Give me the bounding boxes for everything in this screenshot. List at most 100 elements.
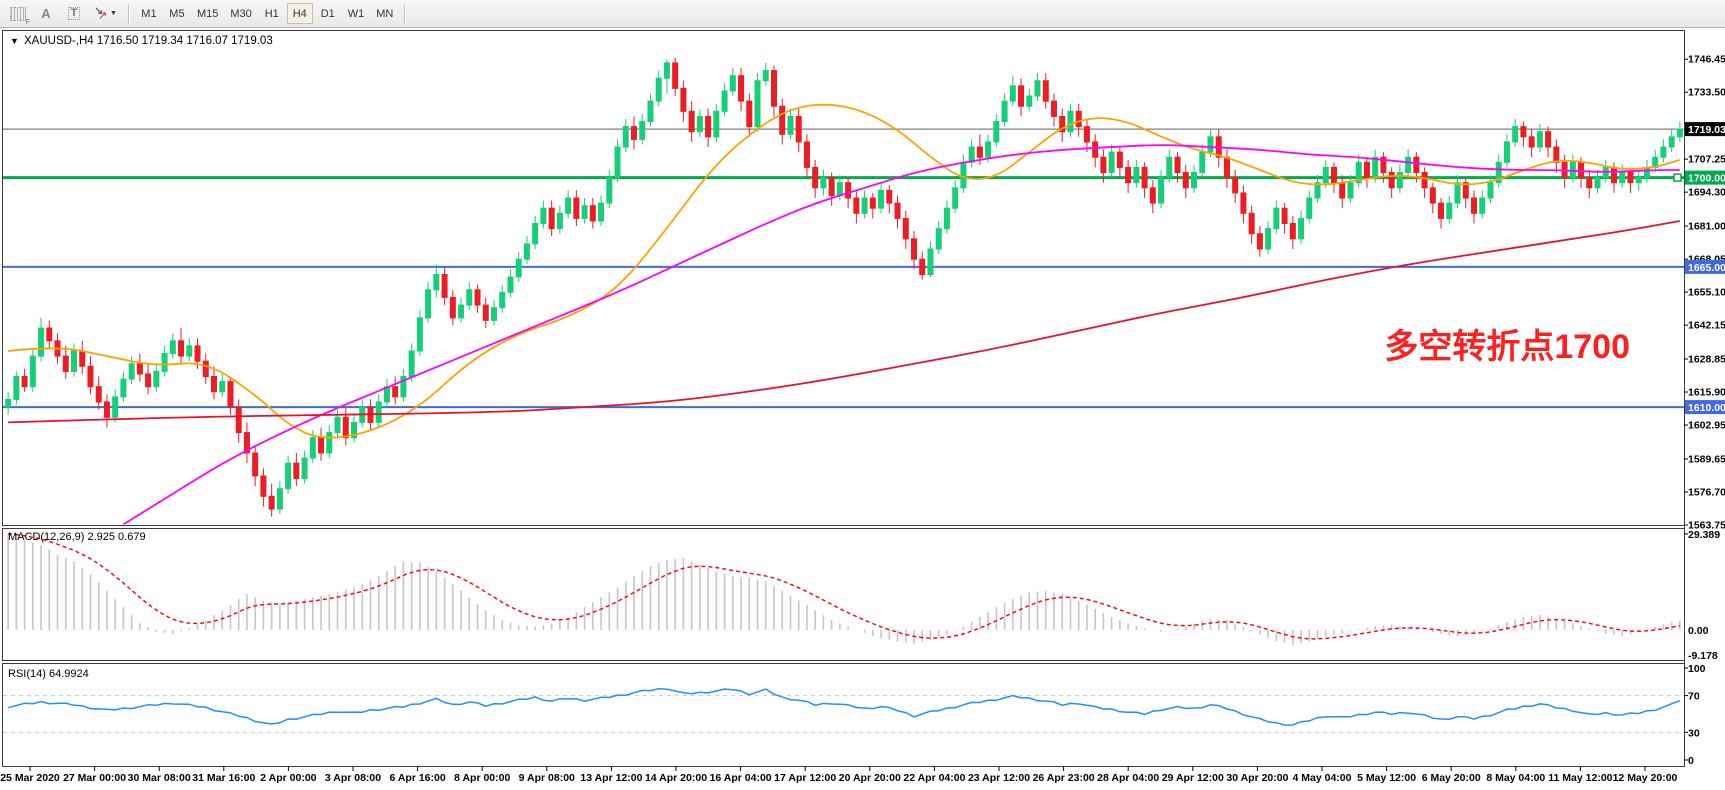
candle-down	[293, 462, 300, 479]
candle-up	[507, 276, 514, 293]
candle-up	[960, 161, 967, 189]
candle-down	[779, 105, 786, 135]
candle-down	[243, 432, 250, 454]
time-axis-label: 27 Mar 00:00	[63, 772, 126, 784]
candle-down	[1018, 85, 1025, 107]
candle-down	[95, 386, 102, 403]
time-axis-label: 16 Apr 04:00	[710, 772, 772, 784]
timeframe-button-d1[interactable]: D1	[315, 3, 341, 24]
candle-down	[976, 146, 983, 158]
candle-up	[1372, 156, 1379, 179]
timeframe-button-m1[interactable]: M1	[136, 3, 162, 24]
time-axis-label: 23 Apr 12:00	[968, 772, 1030, 784]
candle-down	[705, 115, 712, 138]
candle-up	[38, 327, 45, 357]
timeframe-button-m30[interactable]: M30	[225, 3, 256, 24]
candle-up	[1273, 207, 1280, 230]
time-axis-label: 28 Apr 04:00	[1097, 772, 1159, 784]
candle-down	[869, 197, 876, 209]
price-tick-label: 1628.85	[1688, 354, 1725, 366]
timeframe-button-w1[interactable]: W1	[343, 3, 370, 24]
price-tick-label: 1642.15	[1688, 320, 1725, 332]
time-axis-label: 20 Apr 20:00	[839, 772, 901, 784]
candle-down	[1339, 182, 1346, 199]
candle-up	[820, 177, 827, 189]
candle-up	[153, 370, 160, 388]
timeframe-button-m15[interactable]: M15	[192, 3, 223, 24]
chart-title-marker: ▼	[10, 36, 19, 46]
candle-down	[260, 475, 267, 497]
candle-up	[515, 258, 522, 278]
candle-up	[1314, 182, 1321, 199]
toolbar-separator	[127, 3, 130, 24]
line-studies-button[interactable]: ↘ ↗ ▼	[89, 3, 122, 24]
macd-axis-max: 29.389	[1688, 529, 1720, 541]
candle-up	[787, 115, 794, 135]
candle-up	[639, 121, 646, 140]
candle-down	[738, 75, 745, 102]
candle-up	[565, 197, 572, 214]
candle-down	[136, 363, 143, 375]
candle-down	[178, 340, 185, 357]
macd-pane	[2, 528, 1685, 661]
dropdown-caret-icon: ▼	[110, 10, 117, 17]
candle-down	[1141, 166, 1148, 189]
macd-label: MACD(12,26,9) 2.925 0.679	[8, 531, 146, 543]
candle-down	[828, 177, 835, 196]
candle-up	[416, 317, 423, 352]
candle-down	[573, 197, 580, 219]
candle-up	[1265, 228, 1272, 250]
candle-up	[1108, 151, 1115, 174]
candle-down	[342, 416, 349, 439]
candle-down	[803, 141, 810, 168]
candle-down	[1388, 172, 1395, 189]
candle-down	[1182, 172, 1189, 189]
text-label-a-icon: A	[41, 6, 51, 21]
candle-up	[606, 177, 613, 204]
price-tick-label: 1615.90	[1688, 387, 1725, 399]
candle-down	[894, 202, 901, 219]
candle-down	[474, 289, 481, 306]
time-axis-label: 9 Apr 08:00	[519, 772, 575, 784]
indicator-grid-button[interactable]: F	[5, 3, 31, 26]
toolbar: F A T ↘ ↗ ▼ M1 M5 M15 M30 H1 H4 D1 W1 MN	[0, 0, 1725, 28]
candle-down	[680, 87, 687, 112]
candle-down	[87, 365, 94, 388]
timeframe-button-m5[interactable]: M5	[164, 3, 190, 24]
candle-up	[1454, 182, 1461, 204]
grid-f-label: F	[25, 18, 30, 26]
price-badge-1610.00: 1610.00	[1688, 402, 1725, 414]
candle-up	[935, 228, 942, 250]
candle-down	[1042, 80, 1049, 102]
toolbar-tools-group: F A T ↘ ↗ ▼	[4, 0, 123, 27]
annotation-text: 多空转折点1700	[1384, 328, 1630, 366]
candle-up	[1660, 146, 1667, 158]
candle-up	[1207, 136, 1214, 153]
candle-down	[746, 100, 753, 128]
candle-down	[1553, 146, 1560, 163]
rsi-axis-label: 30	[1688, 727, 1700, 739]
time-axis-label: 17 Apr 12:00	[774, 772, 836, 784]
candle-up	[1536, 131, 1543, 148]
candle-down	[194, 345, 201, 362]
candle-up	[927, 248, 934, 276]
timeframe-button-mn[interactable]: MN	[371, 3, 398, 24]
text-box-button[interactable]: T	[61, 3, 87, 24]
timeframe-button-h4[interactable]: H4	[286, 3, 313, 24]
candle-down	[202, 360, 209, 377]
chart-canvas[interactable]: 多空转折点1700 ▼ XAUUSD-,H4 1716.50 1719.34 171…	[0, 28, 1725, 790]
candle-up	[878, 189, 885, 209]
candle-up	[556, 212, 563, 230]
time-axis-label: 6 Apr 16:00	[389, 772, 445, 784]
candle-up	[762, 70, 769, 82]
candle-up	[655, 77, 662, 102]
rsi-axis-label: 0	[1688, 755, 1694, 767]
candle-up	[301, 457, 308, 479]
candle-up	[309, 437, 316, 459]
text-label-button[interactable]: A	[33, 3, 59, 24]
candle-up	[1158, 177, 1165, 204]
candle-down	[1289, 223, 1296, 240]
hline-handle-1700.00[interactable]	[1673, 173, 1682, 182]
candle-down	[1471, 197, 1477, 214]
timeframe-button-h1[interactable]: H1	[259, 3, 285, 24]
